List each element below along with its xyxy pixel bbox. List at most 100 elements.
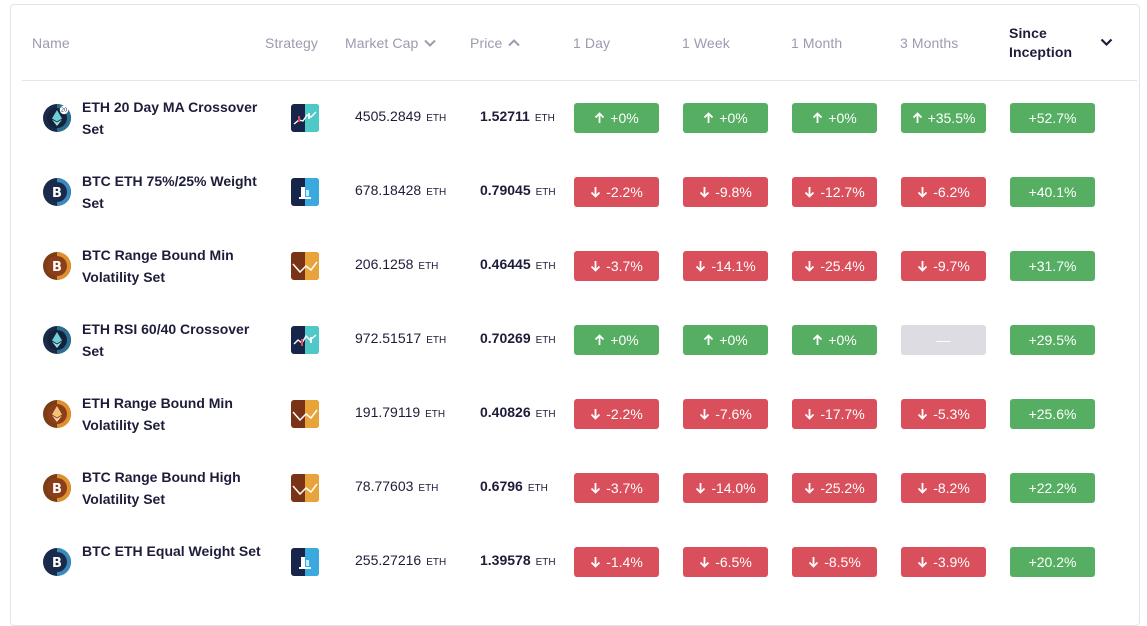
price-unit: ETH	[535, 187, 556, 198]
market-cap-value: 255.27216 ETH	[355, 552, 446, 568]
change-value: +29.5%	[1028, 332, 1077, 348]
market-cap-number: 78.77603	[355, 478, 414, 494]
price-number: 0.40826	[480, 404, 531, 420]
set-name-link[interactable]: BTC Range Bound High Volatility Set	[82, 469, 241, 507]
chevron-down-icon	[1100, 38, 1113, 47]
ma-crossover-strategy-icon	[291, 104, 319, 132]
svg-text:B: B	[52, 556, 62, 571]
price-unit: ETH	[535, 335, 556, 346]
weight-rebalance-strategy-icon	[291, 548, 319, 576]
change-value: -25.2%	[820, 480, 865, 496]
change-value: -9.8%	[715, 184, 752, 200]
change-value: +0%	[828, 110, 857, 126]
change-badge-1-week: +0%	[683, 325, 768, 355]
column-header-name[interactable]: Name	[32, 5, 70, 80]
change-value: -14.0%	[711, 480, 756, 496]
set-name-link[interactable]: ETH RSI 60/40 Crossover Set	[82, 321, 250, 359]
arrow-up-icon	[594, 334, 605, 346]
arrow-down-icon	[695, 260, 706, 272]
set-name-link[interactable]: BTC ETH Equal Weight Set	[82, 543, 261, 559]
change-badge-3-months: —	[901, 325, 986, 355]
change-value: +25.6%	[1028, 406, 1077, 422]
price-value: 1.39578 ETH	[480, 552, 556, 568]
change-value: -5.3%	[933, 406, 970, 422]
change-badge-1-month: +0%	[792, 325, 877, 355]
change-badge-1-month: -17.7%	[792, 399, 877, 429]
set-name-link[interactable]: ETH Range Bound Min Volatility Set	[82, 395, 233, 433]
change-value: +52.7%	[1028, 110, 1077, 126]
table-row[interactable]: 20 ETH 20 Day MA Crossover Set 4505.2849 ET…	[22, 81, 1137, 155]
column-header-1-week[interactable]: 1 Week	[682, 5, 730, 80]
change-value: -3.7%	[606, 258, 643, 274]
price-number: 0.6796	[480, 478, 523, 494]
price-value: 0.6796 ETH	[480, 478, 548, 494]
change-badge-1-month: -25.2%	[792, 473, 877, 503]
arrow-down-icon	[804, 260, 815, 272]
btc-icon: B	[43, 252, 71, 280]
price-unit: ETH	[535, 409, 556, 420]
price-value: 0.70269 ETH	[480, 330, 556, 346]
set-name-link[interactable]: ETH 20 Day MA Crossover Set	[82, 99, 258, 137]
change-value: -14.1%	[711, 258, 756, 274]
price-number: 0.70269	[480, 330, 531, 346]
table-row[interactable]: B BTC Range Bound High Volatility Set 78.7…	[22, 451, 1137, 525]
change-value: -6.2%	[933, 184, 970, 200]
chevron-up-icon	[508, 38, 521, 47]
svg-text:B: B	[52, 482, 62, 497]
market-cap-value: 78.77603 ETH	[355, 478, 438, 494]
arrow-down-icon	[590, 482, 601, 494]
column-header-price[interactable]: Price	[470, 5, 521, 80]
change-value: -12.7%	[820, 184, 865, 200]
price-number: 0.46445	[480, 256, 531, 272]
change-badge-since-inception: +20.2%	[1010, 547, 1095, 577]
market-cap-number: 255.27216	[355, 552, 422, 568]
price-unit: ETH	[535, 261, 556, 272]
column-header-label: Since Inception	[1009, 24, 1072, 62]
price-unit: ETH	[535, 557, 556, 568]
arrow-down-icon	[695, 482, 706, 494]
change-value: +0%	[610, 110, 639, 126]
price-number: 0.79045	[480, 182, 531, 198]
change-badge-3-months: -5.3%	[901, 399, 986, 429]
btc-eth-icon: B	[43, 178, 71, 206]
arrow-down-icon	[699, 186, 710, 198]
change-badge-1-week: -9.8%	[683, 177, 768, 207]
change-badge-1-day: -3.7%	[574, 251, 659, 281]
column-header-label: Strategy	[265, 34, 318, 51]
since-label: Since	[1009, 24, 1047, 41]
change-value: —	[936, 332, 951, 348]
column-header-label: Market Cap	[345, 34, 419, 51]
eth-range-icon	[43, 400, 71, 428]
column-header-label: 3 Months	[900, 34, 959, 51]
change-badge-since-inception: +22.2%	[1010, 473, 1095, 503]
price-value: 0.79045 ETH	[480, 182, 556, 198]
table-row[interactable]: ETH RSI 60/40 Crossover Set 972.51517 ETH 0…	[22, 303, 1137, 377]
arrow-down-icon	[590, 556, 601, 568]
table-row[interactable]: B BTC ETH Equal Weight Set 255.27216 ETH 1.3…	[22, 525, 1137, 599]
change-value: -25.4%	[820, 258, 865, 274]
change-badge-3-months: +35.5%	[901, 103, 986, 133]
range-bound-strategy-icon	[291, 400, 319, 428]
column-header-1-month[interactable]: 1 Month	[791, 5, 842, 80]
column-header-market-cap[interactable]: Market Cap	[345, 5, 437, 80]
change-value: -7.6%	[715, 406, 752, 422]
table-row[interactable]: ETH Range Bound Min Volatility Set 191.79…	[22, 377, 1137, 451]
column-header-strategy[interactable]: Strategy	[265, 5, 318, 80]
arrow-down-icon	[808, 556, 819, 568]
column-header-label: 1 Day	[573, 34, 611, 51]
column-header-3-months[interactable]: 3 Months	[900, 5, 958, 80]
table-row[interactable]: B BTC ETH 75%/25% Weight Set 678.18428 ETH 0…	[22, 155, 1137, 229]
arrow-down-icon	[804, 186, 815, 198]
column-header-1-day[interactable]: 1 Day	[573, 5, 610, 80]
change-badge-1-week: -6.5%	[683, 547, 768, 577]
set-name-link[interactable]: BTC Range Bound Min Volatility Set	[82, 247, 234, 285]
set-name-link[interactable]: BTC ETH 75%/25% Weight Set	[82, 173, 257, 211]
change-badge-1-day: -2.2%	[574, 399, 659, 429]
table-row[interactable]: B BTC Range Bound Min Volatility Set 206.1…	[22, 229, 1137, 303]
sets-table-card: Name Strategy Market Cap Price 1 Day 1 W…	[10, 4, 1140, 626]
arrow-down-icon	[590, 186, 601, 198]
column-header-since-inception[interactable]: Since Inception	[1009, 5, 1113, 80]
svg-text:20: 20	[61, 108, 67, 114]
change-value: -2.2%	[606, 184, 643, 200]
column-header-label: Name	[32, 34, 70, 51]
